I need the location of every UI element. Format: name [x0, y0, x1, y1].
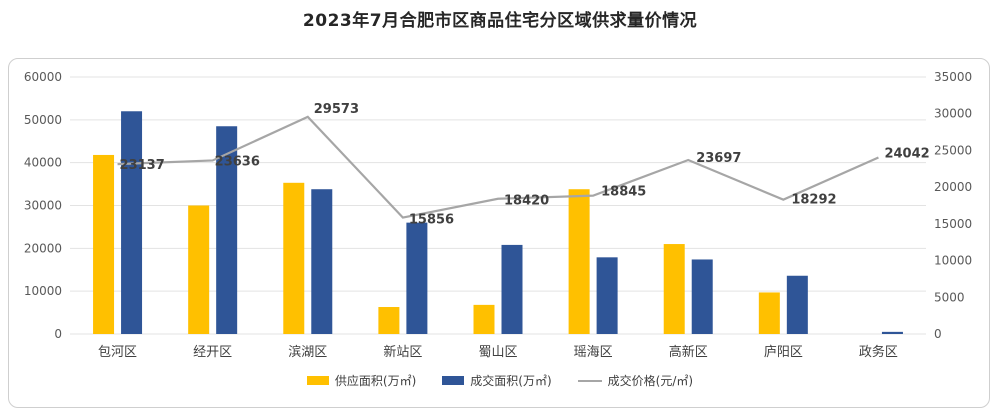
bar-supply [188, 205, 210, 334]
right-axis-tick-label: 5000 [934, 290, 965, 304]
bar-deal-area [121, 111, 143, 335]
right-axis-tick-label: 15000 [934, 217, 972, 231]
bar-deal-area [596, 257, 618, 334]
bar-deal-area [311, 189, 333, 334]
bar-deal-area [881, 331, 903, 334]
price-data-label: 24042 [884, 146, 929, 161]
right-axis-tick-label: 30000 [934, 107, 972, 121]
category-label: 经开区 [193, 345, 232, 360]
left-axis-tick-label: 30000 [24, 199, 62, 213]
left-axis-tick-label: 10000 [24, 284, 62, 298]
bar-supply [93, 154, 115, 334]
bar-supply [758, 292, 780, 334]
bar-supply [473, 304, 495, 334]
left-axis-tick-label: 60000 [24, 70, 62, 84]
category-label: 蜀山区 [478, 345, 517, 360]
legend-item-supply: 供应面积(万㎡) [306, 372, 417, 389]
price-data-label: 23137 [120, 158, 165, 173]
price-data-label: 18292 [791, 193, 836, 208]
category-label: 滨湖区 [288, 344, 327, 360]
price-data-label: 23636 [215, 154, 260, 169]
chart-title: 2023年7月合肥市区商品住宅分区域供求量价情况 [302, 11, 698, 31]
legend-swatch-deal-area [442, 376, 465, 385]
price-line [117, 115, 879, 219]
price-data-label: 23697 [696, 151, 741, 166]
price-data-label: 18845 [601, 185, 646, 200]
right-axis-tick-label: 0 [934, 327, 942, 341]
left-axis-tick-label: 20000 [24, 241, 62, 255]
category-label: 高新区 [669, 344, 708, 360]
bar-deal-area [216, 126, 238, 334]
left-axis-tick-label: 50000 [24, 113, 62, 127]
category-label: 包河区 [98, 345, 137, 360]
right-axis-tick-label: 20000 [934, 180, 972, 194]
price-data-label: 18420 [504, 194, 549, 209]
bar-deal-area [406, 222, 428, 334]
legend-item-deal-area: 成交面积(万㎡) [442, 372, 552, 389]
bar-deal-area [786, 275, 808, 334]
category-label: 瑶海区 [574, 345, 613, 360]
legend-label-deal-area: 成交面积(万㎡) [470, 374, 552, 388]
category-label: 新站区 [383, 344, 422, 360]
bar-supply [663, 244, 685, 334]
right-axis-tick-label: 10000 [934, 254, 972, 268]
right-axis-tick-label: 35000 [934, 70, 972, 84]
category-label: 政务区 [859, 344, 898, 360]
left-axis-tick-label: 0 [54, 327, 62, 341]
legend-label-supply: 供应面积(万㎡) [334, 374, 417, 388]
bar-supply [568, 189, 590, 334]
category-label: 庐阳区 [764, 345, 803, 360]
chart-frame [8, 58, 990, 408]
legend-swatch-price [577, 379, 602, 382]
chart-legend: 供应面积(万㎡) 成交面积(万㎡) 成交价格(元/㎡) [0, 372, 1000, 389]
legend-swatch-supply [306, 376, 329, 385]
bar-supply [283, 182, 305, 334]
bar-deal-area [691, 259, 713, 334]
price-data-label: 29573 [314, 102, 359, 117]
legend-item-price: 成交价格(元/㎡) [577, 372, 694, 389]
left-axis-tick-label: 40000 [24, 156, 62, 170]
bar-deal-area [501, 244, 523, 334]
price-data-label: 15856 [409, 213, 454, 228]
right-axis-tick-label: 25000 [934, 143, 972, 157]
legend-label-price: 成交价格(元/㎡) [607, 374, 694, 388]
bar-supply [378, 307, 400, 334]
